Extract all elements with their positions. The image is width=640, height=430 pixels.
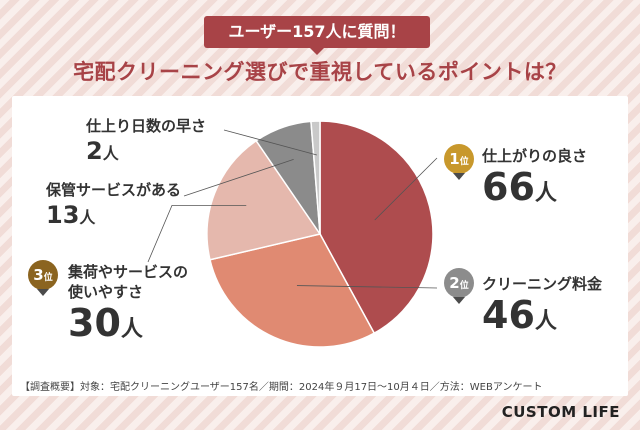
label-fifth: 仕上り日数の早さ 2人 — [86, 116, 206, 169]
pie-slice-5 — [310, 120, 321, 235]
label-first-name: 仕上がりの良さ — [482, 147, 588, 165]
pie-slice-3 — [206, 139, 322, 261]
rank-2-badge: 2位 — [444, 268, 474, 304]
chart-title: 宅配クリーニング選びで重視しているポイントは？ — [73, 60, 567, 84]
rank-1-badge: 1位 — [444, 144, 474, 180]
rank-3-badge: 3位 — [28, 260, 58, 296]
pie-slice-1 — [319, 120, 434, 335]
label-fourth-name: 保管サービスがある — [46, 181, 182, 199]
chart-card: 1位 仕上がりの良さ 66人 2位 クリーニング料金 46人 3位 集荷やサービ… — [12, 96, 628, 396]
label-third-name-1: 集荷やサービスの — [68, 263, 189, 281]
pie-slice-2 — [209, 233, 376, 348]
label-third-count: 30人 — [68, 301, 143, 345]
label-first-count: 66人 — [482, 165, 557, 209]
label-second-count: 46人 — [482, 293, 557, 337]
label-third-name-2: 使いやすさ — [68, 283, 144, 301]
leader-line-3 — [147, 204, 247, 263]
label-fifth-count: 2人 — [86, 137, 119, 165]
survey-footnote: 【調査概要】対象：宅配クリーニングユーザー157名／期間：2024年９月17日〜… — [20, 382, 543, 393]
question-badge: ユーザー157人に質問！ — [204, 16, 430, 55]
label-third: 集荷やサービスの 使いやすさ 30人 — [68, 262, 188, 351]
leader-line-2 — [296, 285, 438, 289]
label-second-name: クリーニング料金 — [482, 275, 603, 293]
label-fifth-name: 仕上り日数の早さ — [86, 117, 207, 135]
brand-logo: CUSTOM LIFE — [501, 403, 620, 421]
label-first: 仕上がりの良さ 66人 — [482, 146, 587, 215]
label-fourth: 保管サービスがある 13人 — [46, 180, 181, 233]
leader-line-1 — [374, 157, 438, 221]
leader-line-4 — [183, 159, 294, 197]
leader-line-5 — [223, 129, 317, 156]
label-second: クリーニング料金 46人 — [482, 274, 602, 343]
pie-chart — [147, 120, 438, 348]
label-fourth-count: 13人 — [46, 201, 96, 229]
